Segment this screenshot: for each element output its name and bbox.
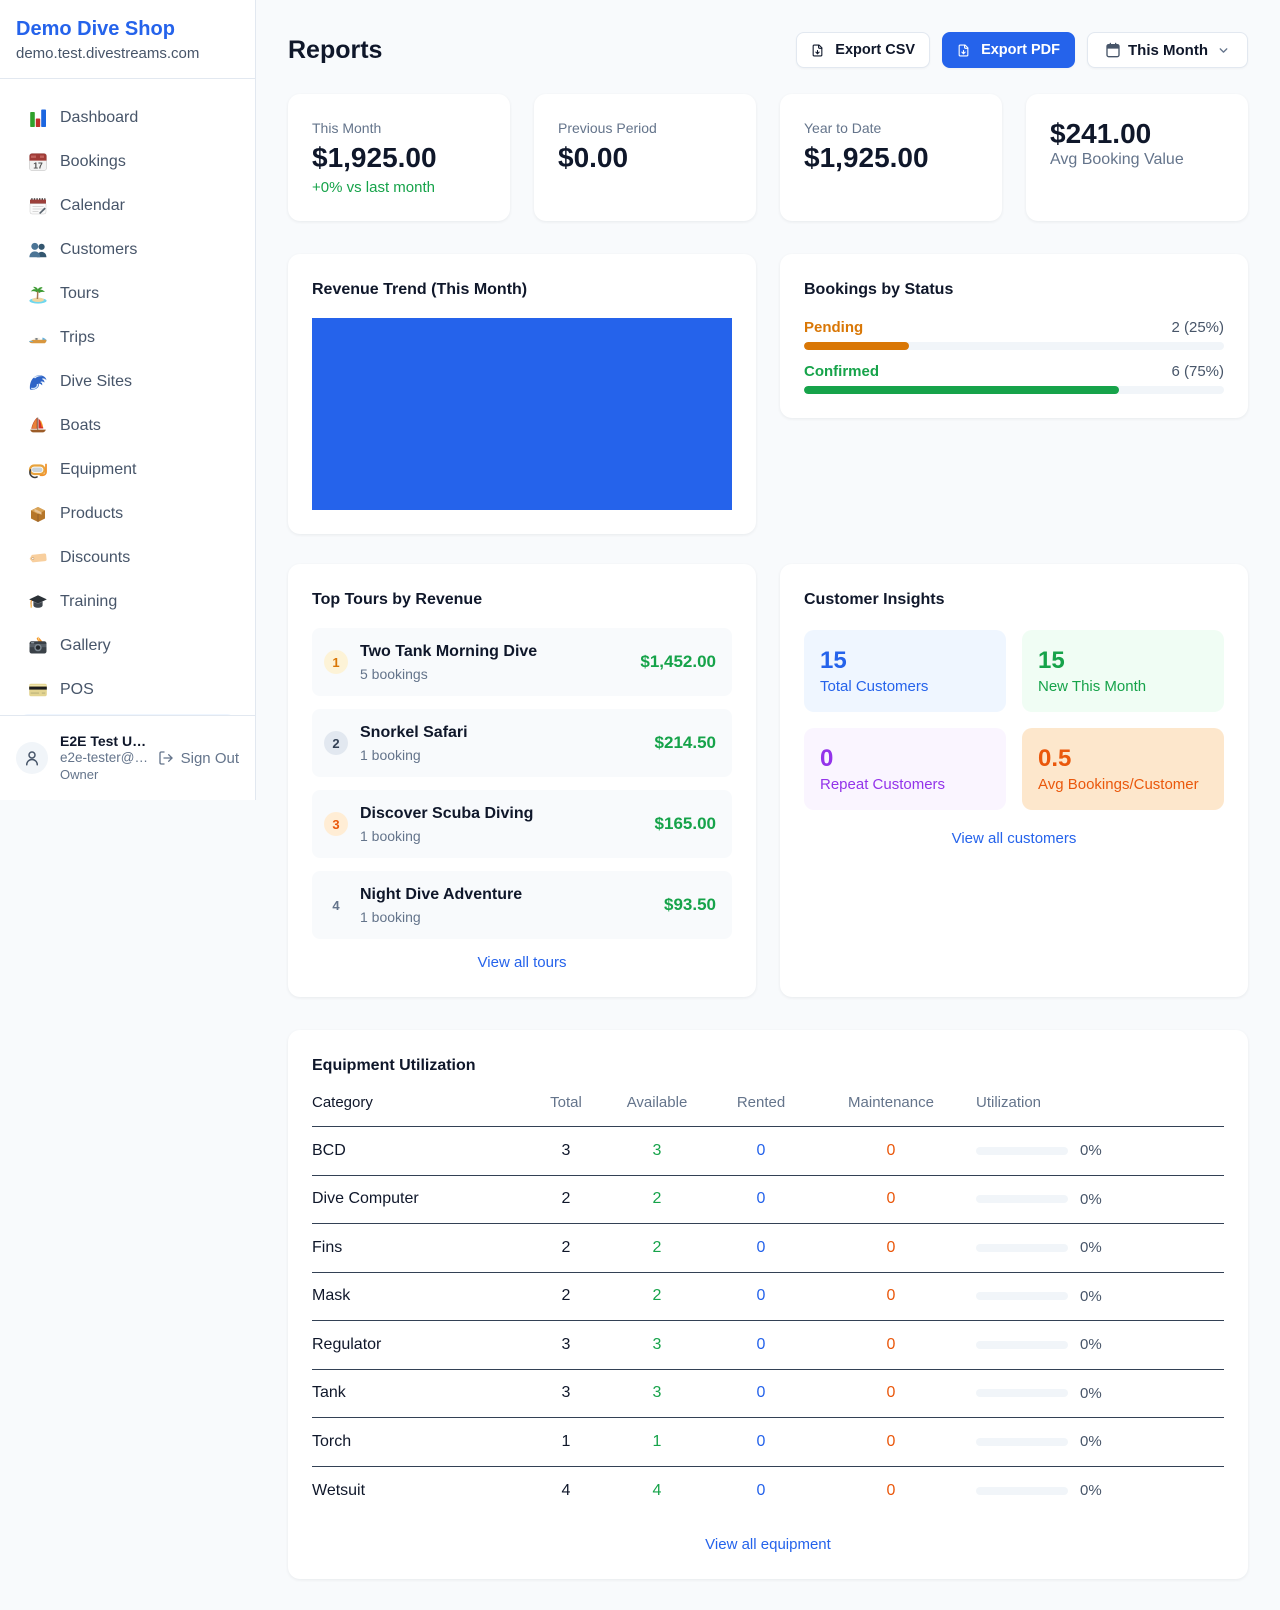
svg-text:17: 17 bbox=[33, 161, 43, 171]
